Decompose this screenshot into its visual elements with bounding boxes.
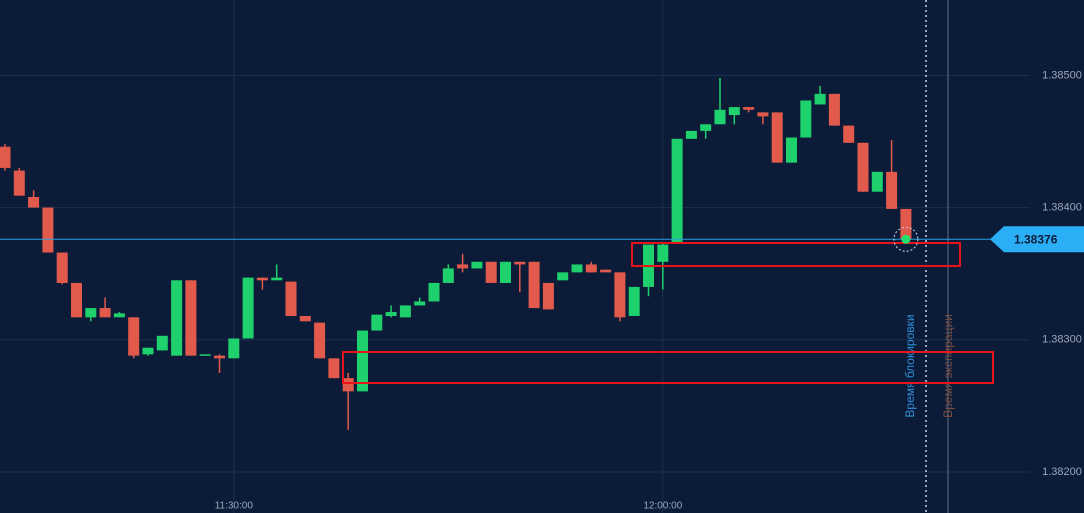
highlight-box — [342, 351, 994, 384]
candle-body — [371, 314, 383, 331]
candle-body — [900, 208, 912, 240]
candle-body — [28, 197, 40, 208]
candle-body — [428, 282, 440, 302]
candle-body — [771, 112, 783, 163]
candle-body — [142, 347, 154, 355]
candle-body — [757, 112, 769, 117]
candle-body — [728, 107, 740, 116]
y-tick-label: 1.38400 — [1042, 201, 1082, 213]
highlight-box — [631, 242, 961, 267]
candle-body — [314, 322, 326, 359]
candle-body — [743, 107, 755, 110]
candle-body — [714, 109, 726, 125]
candle-body — [657, 244, 669, 262]
candle-body — [514, 261, 526, 265]
candle-body — [385, 312, 397, 316]
candle-body — [471, 261, 483, 269]
candle-body — [542, 282, 554, 310]
candle-body — [13, 170, 25, 196]
candle-body — [571, 264, 583, 273]
candle-body — [42, 207, 54, 253]
candle-body — [485, 261, 497, 283]
candle-body — [214, 355, 225, 359]
candle-body — [342, 378, 354, 392]
lock-time-label: Время блокировки — [903, 314, 917, 417]
candle-body — [671, 138, 683, 242]
x-tick-label: 12:00:00 — [643, 501, 682, 512]
candle-body — [99, 308, 111, 318]
candle-body — [843, 125, 855, 143]
candle-body — [271, 277, 283, 281]
candle-body — [128, 317, 140, 356]
candle-body — [528, 261, 540, 309]
candle-body — [886, 171, 898, 209]
candle-body — [113, 313, 125, 318]
candle-body — [628, 286, 640, 316]
candle-body — [614, 272, 626, 318]
current-point-ring — [893, 226, 919, 252]
x-tick-label: 11:30:00 — [215, 501, 254, 512]
candle-body — [414, 301, 426, 306]
candle-body — [328, 358, 340, 379]
candle-body — [685, 130, 697, 139]
candle-body — [828, 93, 840, 126]
candle-body — [557, 272, 569, 281]
candle-body — [0, 146, 11, 168]
y-tick-label: 1.38300 — [1042, 334, 1082, 346]
candle-body — [242, 277, 254, 339]
candle-body — [156, 335, 168, 351]
candle-body — [228, 338, 240, 359]
candles — [0, 78, 912, 430]
price-tag-label: 1.38376 — [1014, 232, 1058, 246]
candle-body — [285, 281, 297, 316]
candle-body — [399, 305, 411, 318]
candle-body — [85, 308, 97, 318]
expiry-time-label: Время экспирации — [941, 314, 955, 418]
candle-body — [171, 280, 183, 356]
candle-body — [700, 124, 712, 131]
candle-body — [600, 269, 612, 273]
current-point — [901, 234, 911, 244]
candle-body — [199, 354, 211, 356]
candle-body — [457, 264, 469, 269]
candle-body — [814, 93, 826, 105]
candle-body — [299, 315, 311, 322]
candle-body — [442, 268, 454, 283]
candle-body — [871, 171, 883, 192]
y-tick-label: 1.38200 — [1042, 466, 1082, 478]
candle-body — [500, 261, 511, 283]
candle-body — [857, 142, 869, 192]
candle-body — [357, 330, 368, 392]
candle-body — [71, 282, 82, 318]
y-tick-label: 1.38500 — [1042, 69, 1082, 81]
candle-body — [256, 277, 268, 281]
candle-body — [185, 280, 197, 356]
candle-body — [56, 252, 68, 283]
candle-body — [786, 137, 797, 163]
candle-body — [585, 264, 597, 273]
candle-body — [800, 100, 812, 138]
price-tag — [990, 226, 1084, 253]
